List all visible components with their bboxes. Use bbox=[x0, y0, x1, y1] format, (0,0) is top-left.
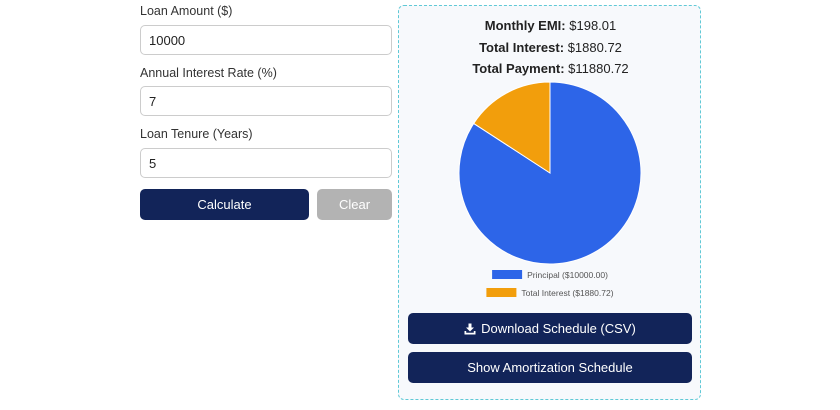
total-interest-line: Total Interest: $1880.72 bbox=[399, 40, 702, 55]
clear-button[interactable]: Clear bbox=[317, 189, 392, 220]
legend-swatch-total-interest bbox=[486, 288, 517, 297]
show-amortization-schedule-button[interactable]: Show Amortization Schedule bbox=[408, 352, 692, 383]
pie-slice-total-interest bbox=[472, 81, 551, 174]
download-schedule-label: Download Schedule (CSV) bbox=[481, 321, 636, 336]
total-interest-value: $1880.72 bbox=[567, 40, 622, 55]
download-icon bbox=[464, 323, 476, 335]
legend-swatch-principal bbox=[492, 270, 523, 279]
loan-tenure-input[interactable] bbox=[140, 148, 392, 178]
total-payment-value: $11880.72 bbox=[568, 61, 629, 76]
calculate-button[interactable]: Calculate bbox=[140, 189, 309, 220]
loan-tenure-label: Loan Tenure (Years) bbox=[140, 127, 253, 141]
loan-amount-label: Loan Amount ($) bbox=[140, 4, 233, 18]
monthly-emi-line: Monthly EMI: $198.01 bbox=[399, 18, 702, 33]
legend-label-total-interest: Total Interest ($1880.72) bbox=[521, 288, 613, 298]
results-panel: Monthly EMI: $198.01 Total Interest: $18… bbox=[398, 5, 701, 400]
total-payment-label: Total Payment: bbox=[472, 61, 565, 76]
total-interest-label: Total Interest: bbox=[479, 40, 565, 55]
download-schedule-button[interactable]: Download Schedule (CSV) bbox=[408, 313, 692, 344]
monthly-emi-value: $198.01 bbox=[569, 18, 617, 33]
legend-label-principal: Principal ($10000.00) bbox=[527, 270, 608, 280]
monthly-emi-label: Monthly EMI: bbox=[484, 18, 566, 33]
interest-rate-input[interactable] bbox=[140, 86, 392, 116]
loan-amount-input[interactable] bbox=[140, 25, 392, 55]
loan-breakdown-pie-chart: Principal ($10000.00) Total Interest ($18… bbox=[458, 81, 642, 298]
interest-rate-label: Annual Interest Rate (%) bbox=[140, 66, 277, 80]
total-payment-line: Total Payment: $11880.72 bbox=[399, 61, 702, 76]
